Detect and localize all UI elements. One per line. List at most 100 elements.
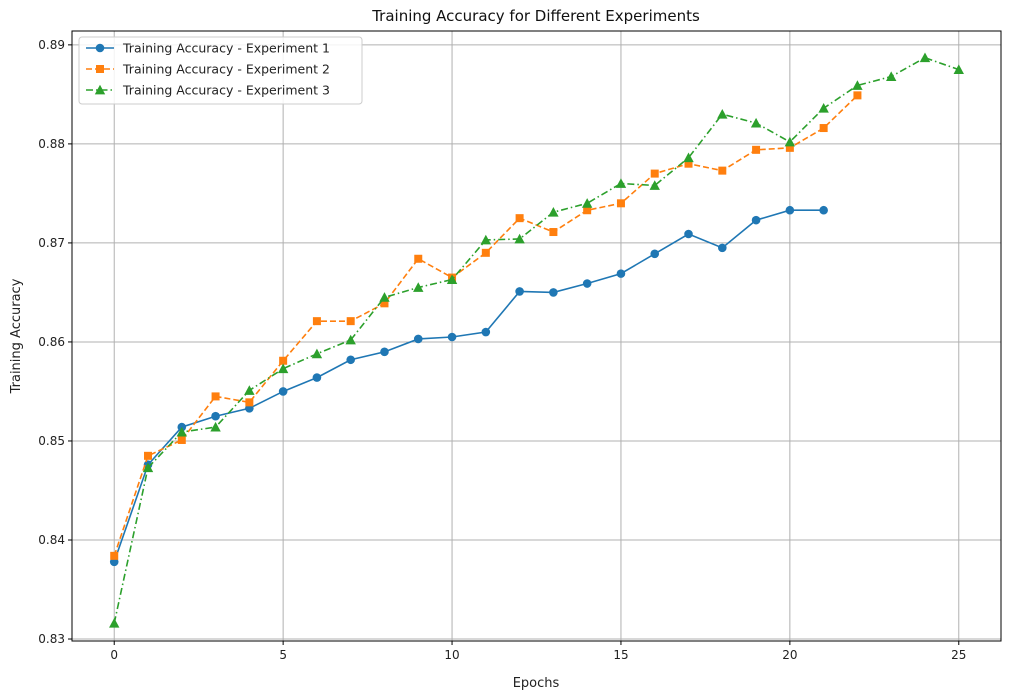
y-tick-label: 0.87: [38, 236, 65, 250]
data-point: [919, 52, 931, 63]
series-layer: [109, 52, 964, 628]
data-point: [581, 198, 593, 208]
data-point: [311, 348, 323, 359]
data-point: [413, 334, 423, 344]
y-tick-label: 0.86: [38, 335, 65, 349]
data-point: [211, 392, 220, 401]
data-point: [784, 136, 796, 147]
data-point: [277, 363, 289, 374]
data-point: [447, 332, 457, 342]
series-line: [113, 94, 858, 557]
data-point: [380, 299, 389, 308]
data-point: [650, 169, 659, 178]
data-point: [279, 356, 288, 365]
data-point: [346, 355, 356, 365]
data-point: [414, 254, 423, 263]
data-point: [379, 292, 390, 302]
legend-label: Training Accuracy - Experiment 1: [122, 41, 330, 56]
data-point: [615, 178, 627, 188]
data-point: [142, 462, 154, 473]
data-point: [346, 317, 355, 326]
data-point: [548, 207, 559, 217]
legend-label: Training Accuracy - Experiment 3: [122, 83, 330, 98]
data-point: [582, 279, 592, 288]
data-point: [515, 214, 524, 223]
legend-label: Training Accuracy - Experiment 2: [122, 62, 330, 77]
data-point: [785, 205, 795, 215]
legend-entry-1: Training Accuracy - Experiment 1: [86, 41, 330, 56]
data-point: [278, 387, 288, 396]
data-point: [515, 287, 524, 296]
legend-marker: [94, 84, 106, 95]
data-point: [481, 327, 491, 337]
data-point: [413, 282, 424, 292]
data-point: [683, 152, 694, 163]
data-point: [245, 398, 254, 407]
x-tick-label: 0: [110, 648, 118, 662]
legend-entry-3: Training Accuracy - Experiment 3: [86, 83, 330, 98]
data-point: [853, 91, 862, 100]
series-line: [113, 209, 824, 563]
data-point: [380, 347, 389, 357]
data-point: [514, 233, 525, 244]
y-tick-label: 0.83: [38, 632, 65, 646]
data-point: [819, 205, 828, 215]
data-point: [750, 117, 762, 128]
legend: Training Accuracy - Experiment 1 Training…: [78, 36, 363, 105]
series-1: [109, 205, 828, 567]
legend-marker: [96, 65, 104, 73]
legend-entries: Training Accuracy - Experiment 1 Training…: [86, 41, 330, 98]
data-point: [785, 143, 794, 152]
data-point: [684, 159, 693, 168]
x-tick-label: 25: [951, 648, 966, 662]
axis-ticks: 0 5 10 15 20 25 0.83 0.84 0.85 0.86 0.87 0.88 0.89: [38, 38, 966, 662]
x-axis-label: Epochs: [513, 676, 560, 691]
data-point: [751, 215, 761, 225]
x-tick-label: 15: [613, 648, 628, 662]
x-tick-label: 10: [444, 648, 459, 662]
y-tick-label: 0.88: [38, 137, 65, 151]
data-point: [312, 317, 321, 326]
y-tick-label: 0.84: [38, 533, 65, 547]
y-axis-label: Training Accuracy: [9, 278, 24, 394]
x-tick-label: 20: [782, 648, 797, 662]
data-point: [752, 145, 761, 154]
data-point: [109, 617, 120, 628]
data-point: [649, 180, 660, 190]
data-point: [717, 108, 728, 119]
data-point: [583, 206, 592, 215]
data-point: [176, 426, 187, 437]
data-point: [616, 269, 626, 278]
data-point: [481, 248, 490, 257]
data-point: [549, 228, 558, 237]
data-point: [211, 411, 220, 421]
data-point: [446, 274, 458, 284]
x-tick-label: 5: [279, 648, 287, 662]
grid: [72, 31, 1001, 641]
data-point: [480, 234, 492, 245]
data-point: [177, 435, 186, 444]
data-point: [549, 288, 558, 297]
data-point: [953, 64, 964, 75]
data-point: [144, 451, 153, 460]
data-point: [886, 71, 897, 81]
data-point: [852, 80, 863, 90]
data-point: [210, 421, 221, 432]
data-point: [345, 334, 356, 345]
data-point: [718, 166, 727, 175]
data-point: [818, 103, 829, 113]
legend-marker: [95, 43, 105, 53]
legend-box: [78, 36, 363, 105]
y-tick-label: 0.89: [38, 38, 65, 52]
data-point: [718, 243, 727, 253]
series-3: [109, 52, 964, 628]
data-point: [684, 229, 693, 239]
chart-title: Training Accuracy for Different Experime…: [371, 7, 700, 25]
data-point: [244, 385, 255, 395]
data-point: [819, 124, 828, 133]
y-tick-label: 0.85: [38, 434, 65, 448]
data-point: [110, 551, 119, 560]
data-point: [650, 249, 660, 259]
data-point: [616, 199, 625, 208]
